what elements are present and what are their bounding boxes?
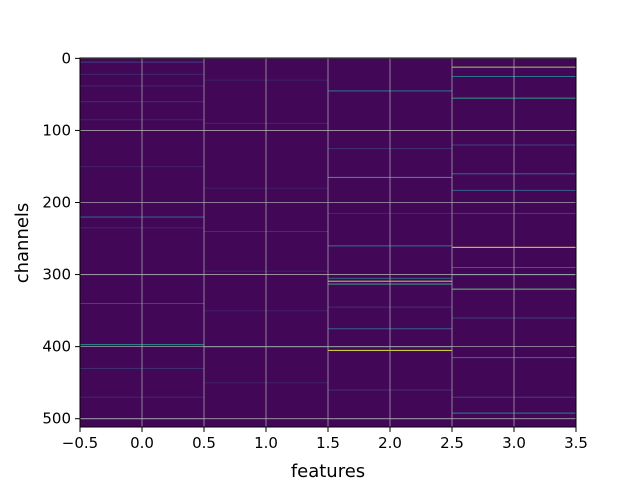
x-tick-label: 0.5 <box>192 434 216 452</box>
x-tick-label: 0.0 <box>130 434 154 452</box>
y-tick-label: 100 <box>42 121 71 139</box>
y-tick-label: 400 <box>42 338 71 356</box>
x-tick-label: −0.5 <box>62 434 98 452</box>
x-tick-label: 1.0 <box>254 434 278 452</box>
y-tick-label: 500 <box>42 410 71 428</box>
y-tick-label: 0 <box>61 49 71 67</box>
x-tick-label: 3.5 <box>564 434 588 452</box>
y-tick-label: 300 <box>42 266 71 284</box>
y-tick-label: 200 <box>42 194 71 212</box>
x-tick-label: 1.5 <box>316 434 340 452</box>
axes: −0.5 0.0 0.5 1.0 1.5 2.0 2.5 3.0 3.5 0 100 200 300 40… <box>42 49 588 452</box>
x-tick-label: 2.0 <box>378 434 402 452</box>
x-tick-label: 3.0 <box>502 434 526 452</box>
x-axis-label: features <box>291 461 365 480</box>
y-axis-label: channels <box>12 203 33 284</box>
x-tick-label: 2.5 <box>440 434 464 452</box>
